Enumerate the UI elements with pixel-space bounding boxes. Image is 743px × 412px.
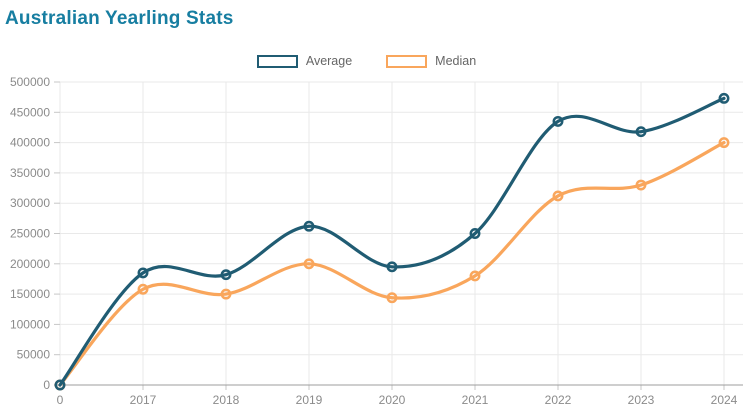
chart-legend: Average Median <box>0 54 733 68</box>
data-point-average <box>303 220 315 232</box>
y-axis-label: 200000 <box>10 257 50 271</box>
y-axis-label: 0 <box>43 378 50 392</box>
x-axis-label: 2024 <box>711 393 738 407</box>
x-axis-label: 2023 <box>628 393 655 407</box>
data-point-median <box>303 258 315 270</box>
y-axis-label: 300000 <box>10 196 50 210</box>
legend-label: Average <box>305 54 353 68</box>
y-axis-label: 100000 <box>10 317 50 331</box>
data-point-median <box>635 179 647 191</box>
legend-swatch-median <box>386 54 428 68</box>
y-axis-label: 400000 <box>10 136 50 150</box>
chart-title: Australian Yearling Stats <box>5 8 234 29</box>
data-point-average <box>54 379 66 391</box>
y-axis-label: 250000 <box>10 227 50 241</box>
series-line-average <box>58 96 726 387</box>
y-axis-label: 50000 <box>17 348 51 362</box>
x-axis-label: 2020 <box>379 393 406 407</box>
data-point-average <box>220 269 232 281</box>
series-line-median <box>58 141 726 387</box>
data-point-average <box>386 261 398 273</box>
data-point-median <box>469 270 481 282</box>
legend-label: Median <box>435 54 477 68</box>
x-axis-label: 2017 <box>130 393 157 407</box>
legend-swatch-average <box>256 54 298 68</box>
y-axis-label: 500000 <box>10 75 50 89</box>
x-axis-label: 2021 <box>462 393 489 407</box>
legend-item-average[interactable]: Average <box>256 54 353 68</box>
data-point-average <box>137 267 149 279</box>
y-axis-label: 150000 <box>10 287 50 301</box>
data-point-average <box>469 228 481 239</box>
x-axis-label: 2022 <box>545 393 572 407</box>
data-point-average <box>552 115 564 127</box>
data-point-average <box>718 92 730 104</box>
data-point-median <box>718 137 730 149</box>
x-axis-label: 2018 <box>213 393 240 407</box>
data-point-median <box>386 292 398 304</box>
data-point-median <box>552 190 564 202</box>
data-point-median <box>220 288 232 300</box>
data-point-average <box>635 126 647 138</box>
legend-item-median[interactable]: Median <box>386 54 476 68</box>
x-axis-label: 0 <box>57 393 64 407</box>
x-axis-label: 2019 <box>296 393 323 407</box>
y-axis-label: 350000 <box>10 166 50 180</box>
y-axis-label: 450000 <box>10 105 50 119</box>
data-point-median <box>137 283 149 295</box>
